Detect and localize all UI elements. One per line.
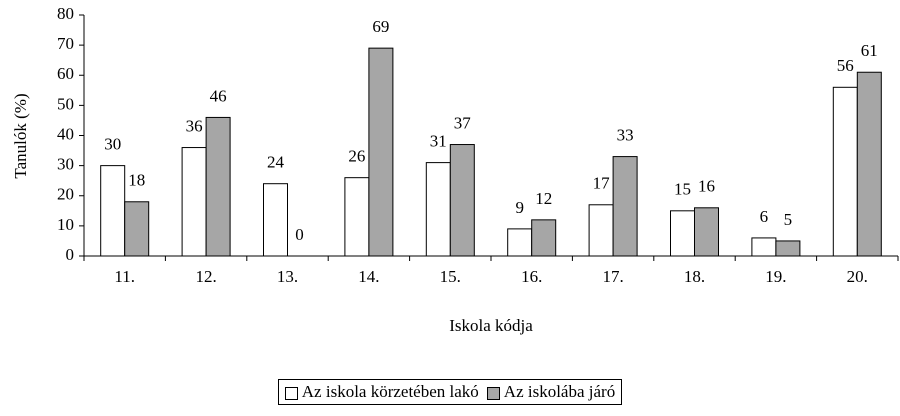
bar	[531, 219, 557, 257]
y-tick-label: 30	[57, 155, 74, 174]
bar	[832, 86, 858, 257]
bar	[181, 147, 207, 257]
data-label: 6	[760, 207, 769, 226]
bar	[205, 116, 231, 257]
legend-box: Az iskola körzetében lakó Az iskolába já…	[277, 379, 623, 405]
y-axis-label: Tanulók (%)	[11, 93, 30, 178]
bar	[100, 165, 126, 257]
legend-label: Az iskola körzetében lakó	[301, 382, 479, 401]
data-label: 56	[837, 56, 854, 75]
bar	[124, 201, 150, 257]
bar	[507, 228, 533, 257]
legend-item: Az iskolába járó	[486, 382, 616, 402]
legend-swatch	[284, 386, 298, 400]
y-tick-label: 70	[57, 34, 74, 53]
bar	[775, 240, 801, 257]
x-tick-label: 18.	[684, 267, 705, 286]
data-label: 61	[861, 41, 878, 60]
bar	[263, 183, 288, 257]
data-label: 16	[698, 177, 715, 196]
x-tick-label: 13.	[277, 267, 298, 286]
data-label: 15	[674, 180, 691, 199]
legend-swatch	[486, 386, 500, 400]
data-label: 46	[210, 86, 227, 105]
data-label: 69	[372, 17, 389, 36]
data-label: 17	[593, 174, 611, 193]
y-tick-label: 40	[57, 124, 74, 143]
x-tick-label: 16.	[521, 267, 542, 286]
bar	[856, 71, 882, 257]
bar	[694, 207, 719, 257]
x-tick-label: 19.	[765, 267, 786, 286]
chart: Tanulók (%) Iskola kódja 010203040506070…	[11, 4, 899, 335]
x-tick-label: 20.	[847, 267, 868, 286]
legend: Az iskola körzetében lakó Az iskolába já…	[0, 379, 900, 405]
data-label: 37	[454, 113, 472, 132]
data-label: 36	[186, 116, 203, 135]
x-tick-label: 12.	[195, 267, 216, 286]
data-label: 31	[430, 132, 447, 151]
bar	[670, 210, 695, 257]
legend-label: Az iskolába járó	[503, 382, 616, 401]
bar	[612, 156, 638, 257]
data-label: 18	[128, 171, 145, 190]
bar	[344, 177, 370, 257]
y-tick-label: 0	[66, 245, 75, 264]
data-label: 12	[535, 189, 552, 208]
data-label: 26	[348, 147, 365, 166]
bar	[751, 237, 777, 257]
x-axis-label: Iskola kódja	[449, 316, 533, 335]
data-label: 9	[515, 198, 524, 217]
data-label: 33	[617, 125, 634, 144]
x-tick-label: 14.	[358, 267, 379, 286]
data-label: 30	[104, 135, 121, 154]
data-label: 5	[784, 210, 793, 229]
x-tick-label: 17.	[602, 267, 623, 286]
bar	[449, 144, 475, 257]
data-label: 0	[295, 225, 304, 244]
bar	[368, 47, 394, 257]
bar	[425, 162, 451, 257]
x-tick-label: 11.	[114, 267, 135, 286]
data-label: 24	[267, 153, 285, 172]
y-tick-label: 20	[57, 185, 74, 204]
y-tick-label: 80	[57, 4, 74, 23]
x-tick-label: 15.	[440, 267, 461, 286]
bar	[588, 204, 614, 257]
y-tick-label: 50	[57, 94, 74, 113]
y-tick-label: 60	[57, 64, 74, 83]
legend-item: Az iskola körzetében lakó	[284, 382, 479, 402]
y-tick-label: 10	[57, 215, 74, 234]
